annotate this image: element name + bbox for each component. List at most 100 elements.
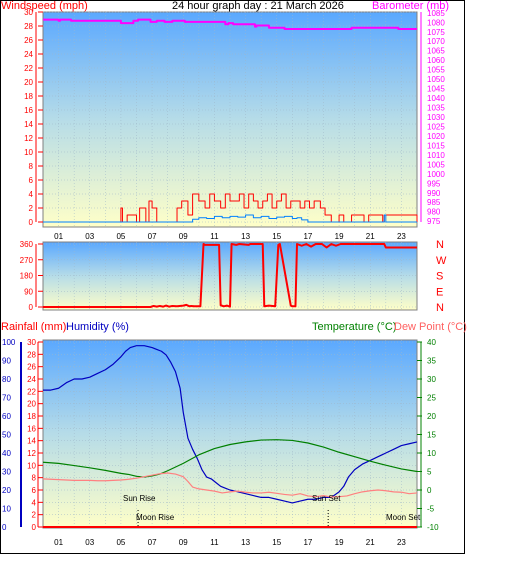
hour-tick-label: 13 [241, 232, 250, 241]
rainfall-tick-label: 6 [32, 486, 37, 495]
barometer-tick-label: 1030 [427, 113, 445, 122]
humidity-tick-label: 50 [2, 431, 11, 440]
humidity-line [43, 345, 418, 504]
temperature-tick-label: 5 [427, 468, 432, 477]
hour-tick-label: 11 [210, 232, 219, 241]
wind-direction-line [43, 243, 417, 308]
barometer-tick-label: 1075 [427, 28, 445, 37]
windspeed-tick-label: 2 [29, 204, 34, 213]
barometer-tick-label: 1045 [427, 85, 445, 94]
barometer-tick-label: 995 [427, 179, 441, 188]
barometer-tick-label: 1070 [427, 37, 445, 46]
barometer-tick-label: 1050 [427, 75, 445, 84]
sun-set-label: Sun Set [312, 494, 341, 503]
compass-label: W [436, 255, 447, 267]
rainfall-tick-label: 22 [27, 387, 36, 396]
hour-tick-label: 21 [366, 232, 375, 241]
windspeed-tick-label: 22 [24, 64, 33, 73]
humidity-tick-label: 10 [2, 505, 11, 514]
hour-tick-label: 23 [397, 232, 406, 241]
barometer-tick-label: 1060 [427, 56, 445, 65]
compass-label: S [436, 271, 443, 283]
direction-tick-label: 0 [29, 303, 34, 312]
temperature-tick-label: 25 [427, 394, 436, 403]
rainfall-tick-label: 18 [27, 412, 36, 421]
moon-set-label: Moon Set [386, 513, 421, 522]
compass-label: N [436, 239, 444, 251]
temperature-line [42, 439, 418, 478]
humidity-axis-label: Humidity (%) [66, 321, 129, 333]
windspeed-tick-label: 4 [29, 190, 34, 199]
rainfall-tick-label: 14 [27, 437, 36, 446]
humidity-tick-label: 0 [2, 523, 7, 532]
barometer-tick-label: 1055 [427, 66, 445, 75]
barometer-tick-label: 985 [427, 198, 441, 207]
barometer-tick-label: 1040 [427, 94, 445, 103]
barometer-tick-label: 1025 [427, 122, 445, 131]
windspeed-tick-label: 26 [24, 36, 33, 45]
temperature-tick-label: -10 [427, 523, 439, 532]
wind-average-line [43, 214, 417, 223]
sun-rise-label: Sun Rise [123, 494, 156, 503]
hour-tick-label: 19 [335, 232, 344, 241]
temperature-tick-label: 35 [427, 357, 436, 366]
temperature-tick-label: 20 [427, 412, 436, 421]
windspeed-tick-label: 12 [24, 134, 33, 143]
humidity-tick-label: 90 [2, 357, 11, 366]
dewpoint-axis-label: Dew Point (°C) [394, 321, 467, 333]
hour-tick-label: 17 [303, 538, 312, 547]
wind-axis-label: Windspeed (mph) [1, 0, 88, 12]
barometer-tick-label: 1015 [427, 141, 445, 150]
barometer-tick-label: 1010 [427, 151, 445, 160]
tick-layer: 0246810121416182022242628309759809859909… [2, 8, 447, 547]
barometer-tick-label: 1020 [427, 132, 445, 141]
chart-title: 24 hour graph day : 21 March 2026 [172, 0, 344, 12]
rainfall-tick-label: 4 [32, 498, 37, 507]
temperature-tick-label: 15 [427, 431, 436, 440]
barometer-tick-label: 1005 [427, 160, 445, 169]
rainfall-tick-label: 16 [27, 424, 36, 433]
windspeed-tick-label: 14 [24, 120, 33, 129]
windspeed-tick-label: 20 [24, 78, 33, 87]
compass-label: E [436, 286, 443, 298]
direction-tick-label: 270 [20, 256, 34, 265]
humidity-tick-label: 30 [2, 468, 11, 477]
temperature-tick-label: 10 [427, 449, 436, 458]
windspeed-tick-label: 8 [29, 162, 34, 171]
windspeed-tick-label: 24 [24, 50, 33, 59]
rainfall-tick-label: 8 [32, 474, 37, 483]
hour-tick-label: 11 [210, 538, 219, 547]
wind-panel-background [42, 11, 418, 228]
barometer-tick-label: 980 [427, 208, 441, 217]
temperature-tick-label: 40 [427, 338, 436, 347]
hour-tick-label: 13 [241, 538, 250, 547]
rainfall-tick-label: 10 [27, 461, 36, 470]
temperature-tick-label: -5 [427, 505, 435, 514]
wind-gust-line [43, 193, 418, 223]
humidity-tick-label: 80 [2, 375, 11, 384]
hour-tick-label: 07 [148, 538, 157, 547]
windspeed-tick-label: 6 [29, 176, 34, 185]
barometer-tick-label: 990 [427, 189, 441, 198]
rainfall-tick-label: 2 [32, 511, 37, 520]
windspeed-tick-label: 28 [24, 22, 33, 31]
barometer-line [43, 18, 417, 30]
windspeed-tick-label: 10 [24, 148, 33, 157]
windspeed-tick-label: 18 [24, 92, 33, 101]
barometer-tick-label: 1065 [427, 47, 445, 56]
rainfall-axis-label: Rainfall (mm) [1, 321, 66, 333]
hour-tick-label: 15 [272, 232, 281, 241]
hour-tick-label: 05 [116, 538, 125, 547]
humidity-tick-label: 40 [2, 449, 11, 458]
hour-tick-label: 01 [54, 538, 63, 547]
humidity-tick-label: 70 [2, 394, 11, 403]
rainfall-tick-label: 30 [27, 338, 36, 347]
windspeed-tick-label: 16 [24, 106, 33, 115]
barometer-axis-label: Barometer (mb) [372, 0, 449, 12]
rainfall-tick-label: 28 [27, 350, 36, 359]
hour-tick-label: 17 [303, 232, 312, 241]
dew-point-line [42, 472, 418, 498]
hour-tick-label: 07 [148, 232, 157, 241]
direction-tick-label: 360 [20, 240, 34, 249]
